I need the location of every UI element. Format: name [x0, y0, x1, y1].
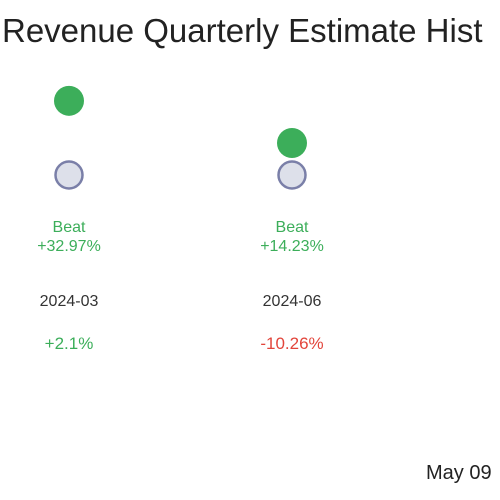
- surprise-label: +32.97%: [37, 238, 101, 255]
- change-label: +2.1%: [45, 334, 94, 353]
- chart-title: Revenue Quarterly Estimate Hist: [2, 12, 483, 49]
- actual-point: [277, 127, 307, 158]
- period-tick-label: 2024-03: [40, 293, 99, 310]
- period-tick-label: 2024-06: [263, 293, 322, 310]
- estimate-point: [277, 160, 307, 190]
- result-label: Beat: [276, 219, 309, 236]
- date-stamp: May 09: [426, 462, 492, 484]
- change-label: -10.26%: [260, 334, 323, 353]
- actual-point: [54, 85, 84, 116]
- surprise-label: +14.23%: [260, 238, 324, 255]
- estimate-point: [54, 160, 84, 190]
- result-label: Beat: [53, 219, 86, 236]
